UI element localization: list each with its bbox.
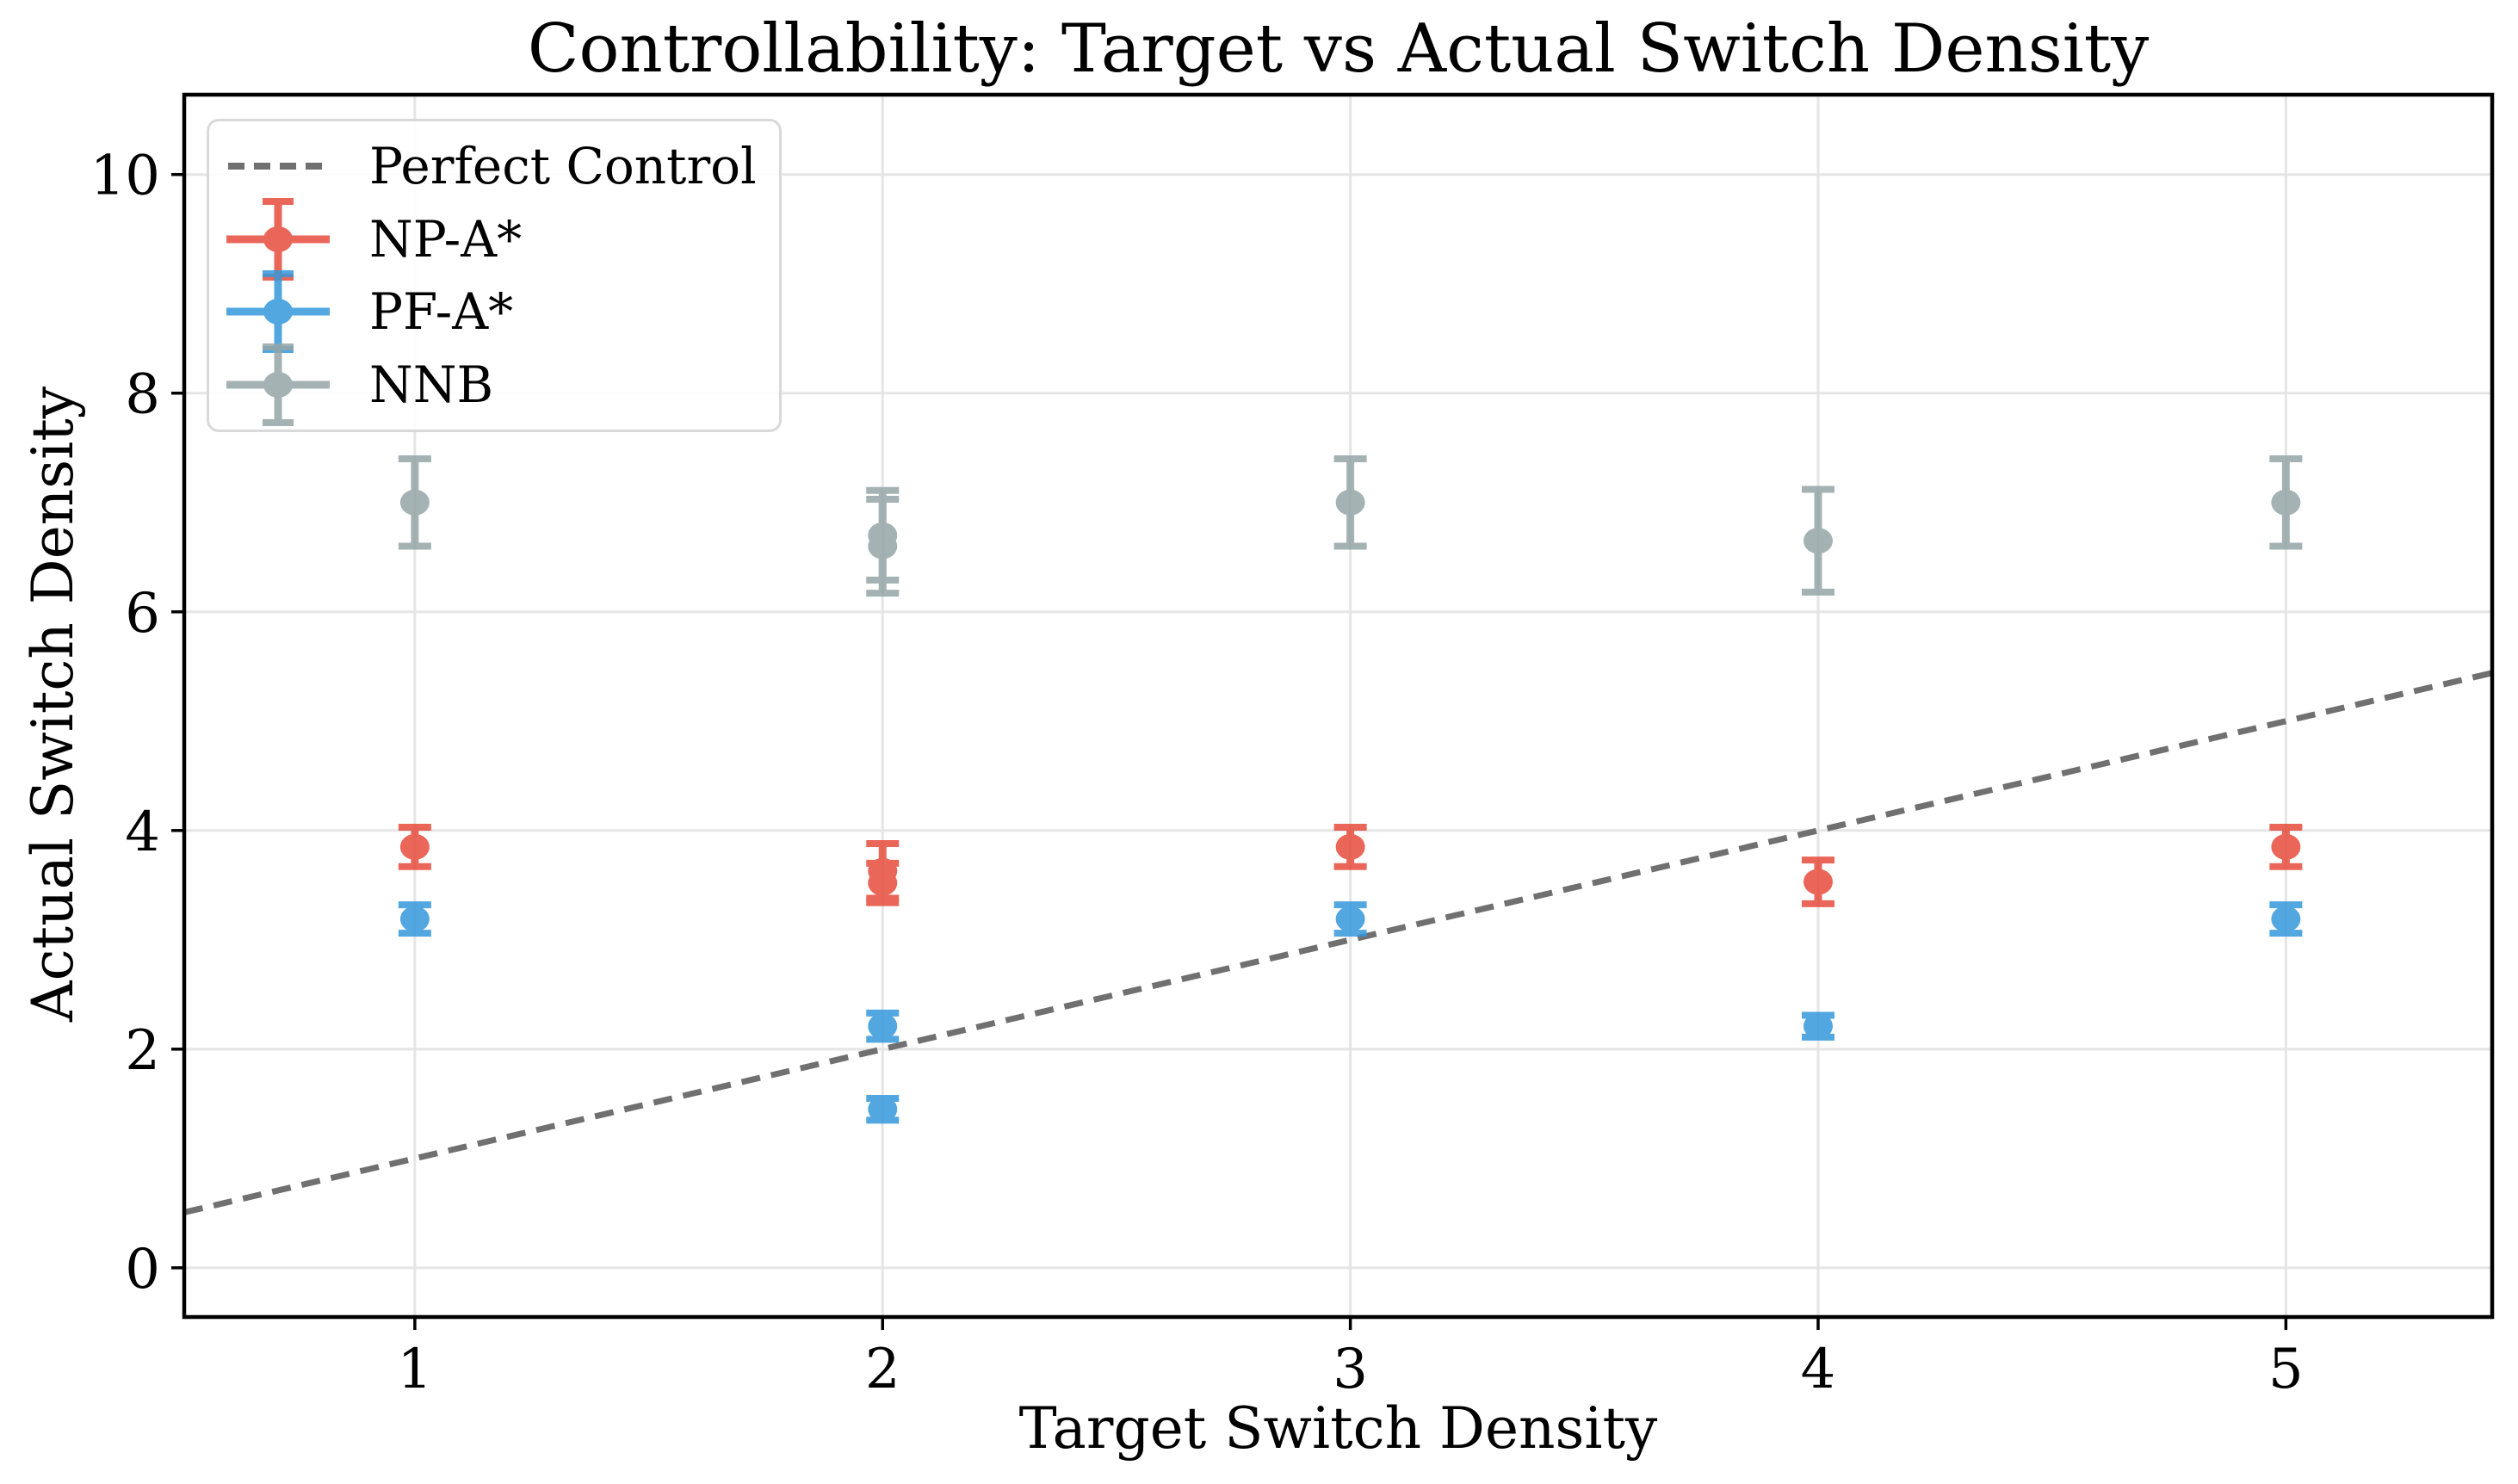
tick-labels: 1 2 3 4 5 0 2 4 6 8 10	[90, 145, 2304, 1401]
legend-label-perfect-control: Perfect Control	[369, 137, 757, 196]
pf-a-star-errorbar-icon	[226, 270, 330, 354]
chart-title: Controllability: Target vs Actual Switch…	[527, 10, 2150, 88]
legend-label-np-a-star: NP-A*	[369, 209, 523, 269]
legend-row-perfect-control: Perfect Control	[225, 130, 764, 202]
nnb-errorbar-icon	[226, 343, 330, 426]
x-axis-label: Target Switch Density	[1018, 1395, 1658, 1462]
axes-frame	[182, 92, 2495, 1320]
errorbar-point	[398, 823, 431, 870]
x-tick-label: 5	[2268, 1338, 2304, 1401]
errorbar-point	[398, 901, 431, 937]
errorbar-point	[866, 859, 900, 906]
gridlines	[184, 95, 2492, 1317]
y-tick-label: 0	[125, 1238, 160, 1302]
legend-row-nnb: NNB	[225, 343, 764, 426]
series-pf-a-	[398, 901, 2303, 1124]
x-tick-label: 4	[1801, 1338, 1836, 1401]
perfect-control-line	[183, 670, 2493, 1215]
legend: Perfect Control NP-A*	[207, 119, 782, 432]
errorbar-point	[1802, 1011, 1835, 1041]
errorbar-point	[866, 1009, 900, 1043]
errorbar-point	[2269, 454, 2303, 550]
legend-row-np-a-star: NP-A*	[225, 197, 764, 281]
errorbar-point	[1333, 454, 1367, 550]
x-tick-label: 2	[865, 1338, 900, 1401]
series-nnb	[398, 454, 2303, 597]
errorbar-point	[2269, 901, 2303, 937]
y-axis-label: Actual Switch Density	[20, 386, 86, 1023]
errorbar-point	[2269, 823, 2303, 870]
y-tick-label: 10	[90, 145, 160, 208]
y-tick-label: 4	[125, 801, 160, 864]
legend-label-nnb: NNB	[369, 355, 494, 414]
y-tick-label: 6	[125, 582, 160, 646]
legend-label-pf-a-star: PF-A*	[369, 282, 514, 342]
errorbar-point	[398, 454, 431, 550]
errorbar-point	[1802, 856, 1835, 907]
errorbar-point	[866, 1094, 900, 1124]
np-a-star-errorbar-icon	[226, 197, 330, 281]
perfect-control-dash-icon	[228, 163, 328, 170]
errorbar-point	[1333, 901, 1367, 937]
y-tick-label: 2	[125, 1019, 160, 1083]
x-tick-label: 3	[1333, 1338, 1368, 1401]
errorbar-point	[1333, 823, 1367, 870]
errorbar-point	[866, 495, 900, 597]
series-np-a-	[398, 823, 2303, 907]
errorbar-point	[1802, 485, 1835, 596]
x-tick-label: 1	[398, 1338, 433, 1401]
y-tick-label: 8	[125, 363, 160, 427]
legend-row-pf-a-star: PF-A*	[225, 270, 764, 354]
